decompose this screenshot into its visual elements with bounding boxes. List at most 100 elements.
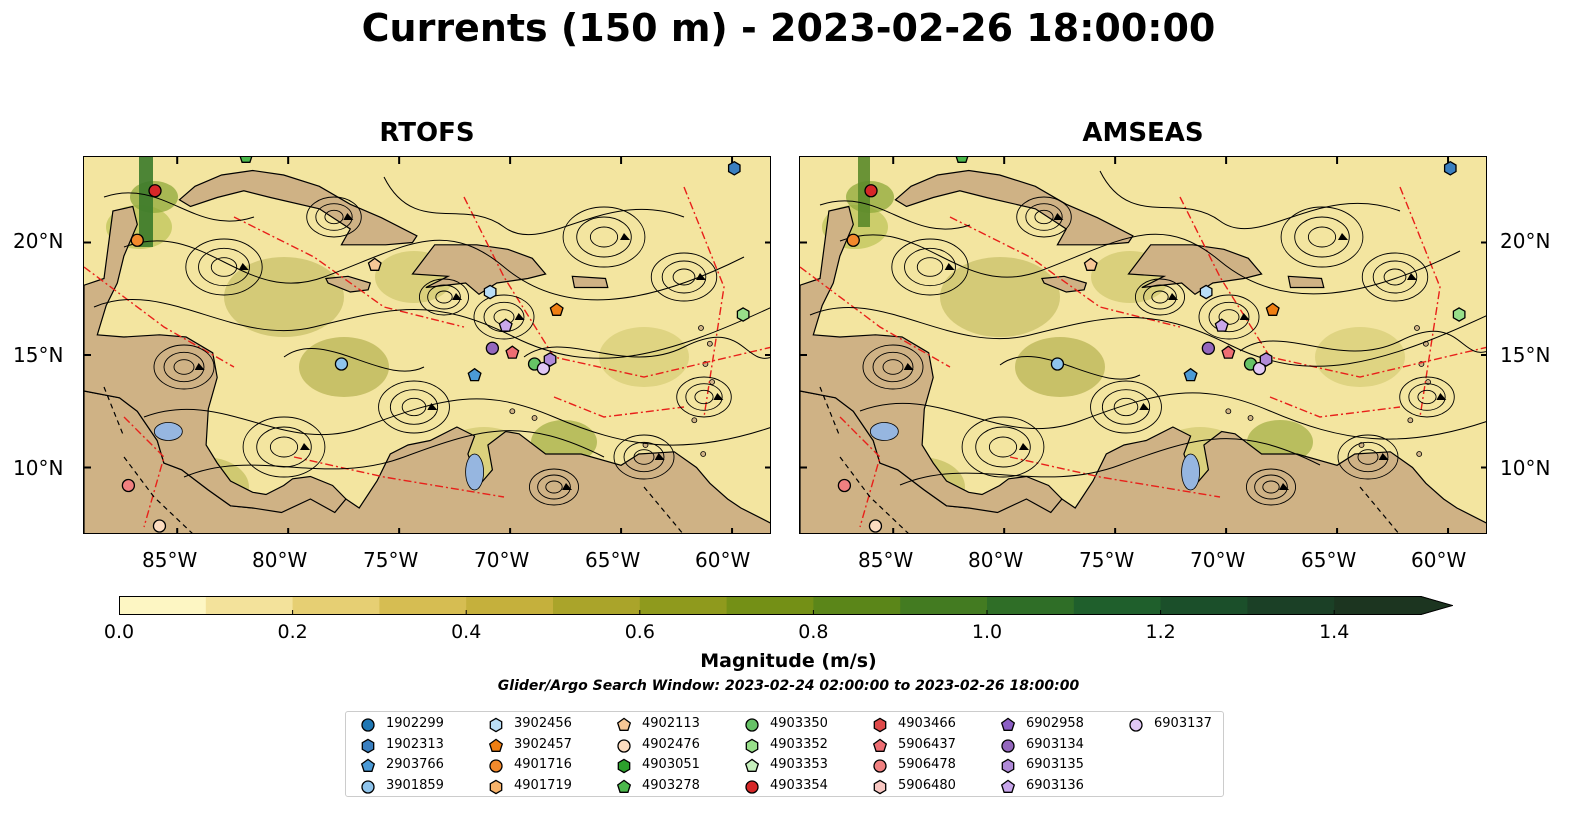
legend-label: 3902457 (514, 736, 572, 752)
colorbar-segment (205, 596, 294, 615)
eddy-streamline (1383, 268, 1407, 286)
colorbar-segment (1160, 596, 1248, 615)
float-marker-4903354 (148, 184, 162, 198)
land-puerto-rico (571, 275, 609, 289)
streamline-arrow (1338, 233, 1348, 240)
eddy-streamline (694, 389, 714, 405)
legend-label: 4903466 (898, 716, 956, 731)
streamline (809, 306, 1486, 367)
lon-label-60w-right: 60°W (1411, 548, 1467, 572)
eddy-streamline (904, 247, 956, 287)
lon-label-70w-left: 70°W (474, 548, 530, 572)
float-marker-2903766 (467, 367, 482, 382)
streamline-arrow (1053, 213, 1064, 220)
lon-label-65w-right: 65°W (1301, 548, 1357, 572)
eddy-streamline (672, 268, 696, 286)
streamline-arrow (620, 233, 630, 240)
legend-label: 5906437 (898, 736, 956, 752)
float-marker-6903134 (485, 341, 500, 355)
streamline (819, 200, 971, 230)
eddy-streamline (975, 426, 1031, 468)
land-central-america (800, 205, 1063, 514)
current-magnitude-patch (1247, 420, 1313, 464)
country-border (839, 456, 909, 533)
legend-label: 3902456 (514, 716, 572, 731)
eddy-streamline (872, 351, 914, 383)
small-island (509, 408, 516, 415)
legend-marker-1902313 (361, 738, 375, 753)
float-marker-4902476 (868, 519, 883, 533)
small-island (1414, 325, 1420, 331)
current-magnitude-patch (1315, 327, 1405, 387)
small-island (691, 417, 698, 424)
float-legend: 1902299 1902313 2903766 3901859 3902456 39024… (345, 711, 1224, 797)
eddy-streamline (256, 426, 312, 468)
float-marker-6903136 (498, 318, 513, 332)
colorbar-segment (1247, 596, 1335, 615)
eddy-streamline (1408, 383, 1446, 411)
colorbar-tick-label: 0.2 (277, 621, 308, 643)
lon-label-75w-left: 75°W (363, 548, 419, 572)
land-hispaniola (411, 244, 547, 296)
colorbar-extend-arrow (1421, 596, 1453, 615)
colorbar-segment (292, 596, 380, 615)
eddy-streamline (916, 257, 944, 277)
colorbar-segment (987, 596, 1075, 615)
streamline (859, 392, 1486, 440)
streamline (839, 233, 1461, 295)
colorbar-segment (1334, 596, 1422, 615)
legend-label: 4903278 (642, 777, 700, 793)
country-border (643, 486, 684, 533)
eddy-streamline (1034, 209, 1054, 225)
lon-label-80w-left: 80°W (252, 548, 308, 572)
streamline-arrow (696, 273, 706, 280)
eddy-streamline (891, 238, 969, 296)
eez-boundary (293, 456, 505, 498)
lon-label-65w-left: 65°W (585, 548, 641, 572)
legend-marker-6903135 (1001, 758, 1015, 774)
eddy-streamline (1337, 434, 1399, 480)
legend-label: 4902113 (642, 716, 700, 731)
legend-label: 6903135 (1026, 757, 1084, 772)
streamline (523, 336, 770, 359)
streamline (383, 176, 685, 236)
eddy-streamline (676, 376, 732, 418)
lat-label-15n-left: 15°N (13, 343, 64, 367)
float-marker-3902456 (483, 284, 497, 300)
eddy-streamline (378, 380, 450, 434)
float-marker-2903766 (1183, 367, 1198, 382)
float-marker-4901716 (130, 233, 144, 247)
legend-marker-4903353 (744, 758, 760, 772)
streamline (103, 192, 255, 222)
legend-label: 4903352 (770, 736, 828, 752)
eddy-streamline (1208, 301, 1250, 333)
eddy-streamline (1135, 278, 1185, 316)
colorbar-tick-label: 0.6 (624, 621, 655, 643)
eddy-streamline (1113, 397, 1139, 417)
land-hispaniola (1127, 244, 1263, 296)
strong-current-band (139, 157, 153, 247)
float-marker-6903134 (1201, 341, 1216, 355)
colorbar-segment (1073, 596, 1162, 615)
eddy-streamline (537, 474, 571, 500)
eddy-streamline (1417, 389, 1437, 405)
colorbar-segment (900, 596, 988, 615)
streamline-arrow (194, 363, 205, 370)
eddy-streamline (1399, 376, 1455, 418)
streamline-arrow (1407, 273, 1417, 280)
streamline (283, 347, 425, 372)
eddy-streamline (473, 294, 535, 340)
eddy-streamline (862, 344, 924, 390)
eddy-streamline (650, 252, 718, 302)
lat-label-15n-right: 15°N (1500, 343, 1551, 367)
streamline-arrow (713, 393, 724, 400)
eddy-streamline (1151, 290, 1169, 304)
streamline (1239, 330, 1486, 353)
float-marker-6903135 (1259, 352, 1273, 367)
eddy-streamline (576, 216, 632, 258)
panel-title-rtofs: RTOFS (379, 118, 475, 148)
legend-marker-6902958 (1000, 717, 1016, 731)
float-marker-4903278 (239, 157, 253, 163)
eddy-streamline (269, 436, 299, 458)
eddy-streamline (1280, 206, 1364, 268)
